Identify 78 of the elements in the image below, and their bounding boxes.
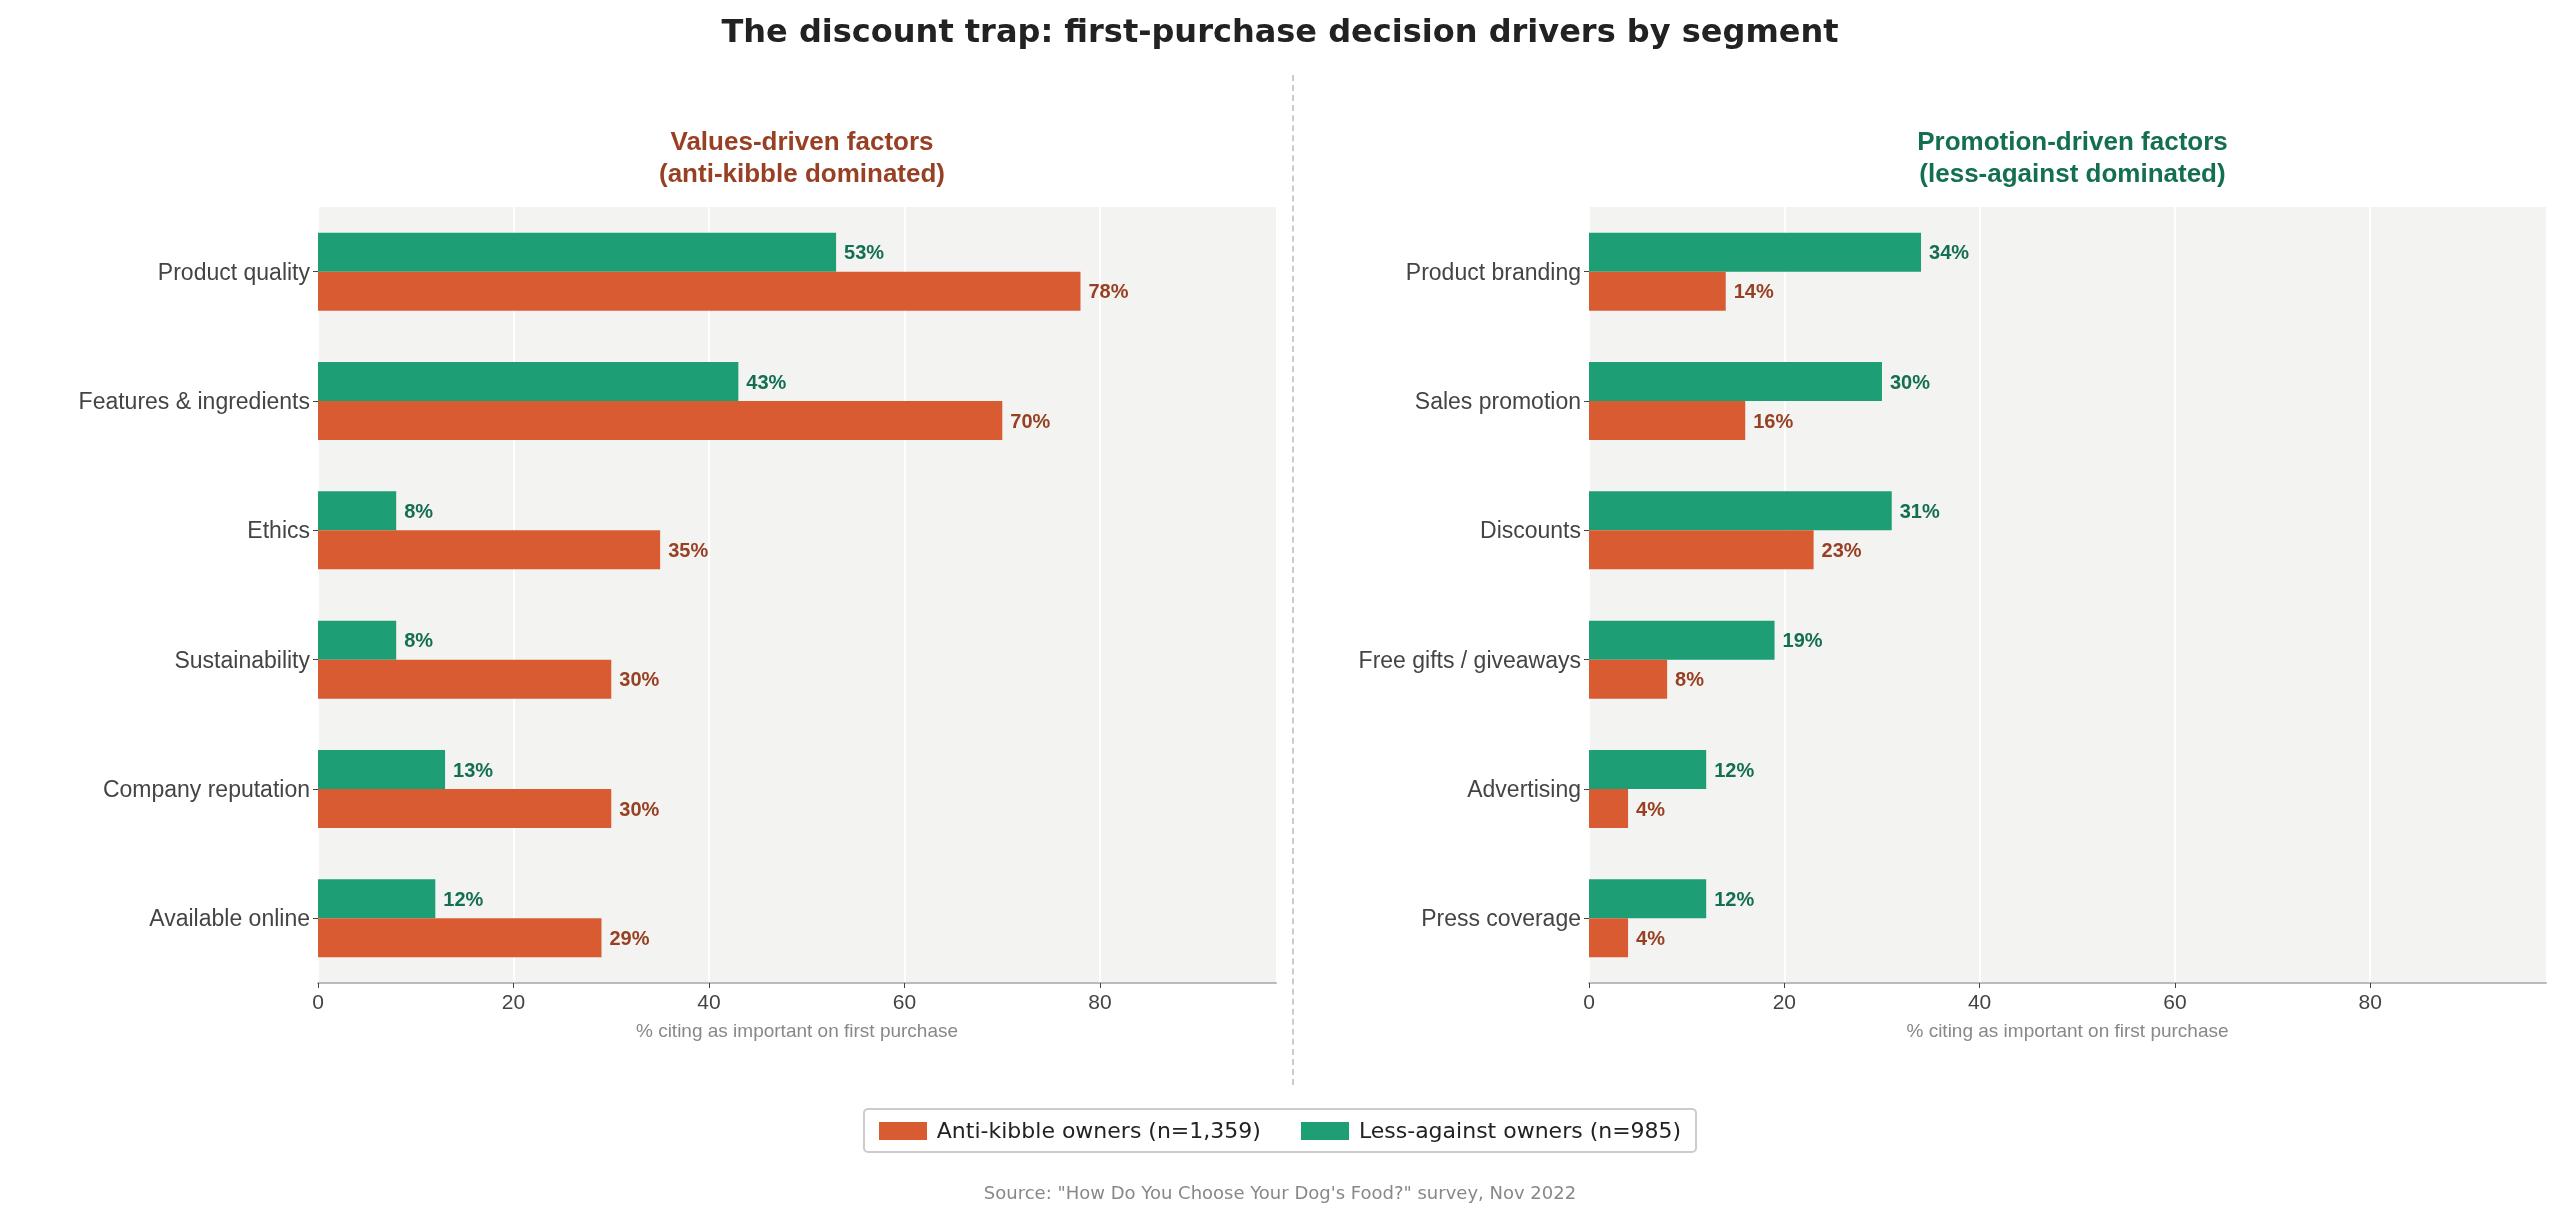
x-axis-title: % citing as important on first purchase bbox=[635, 1020, 959, 1041]
y-tick-label: Product quality bbox=[157, 258, 311, 285]
bar bbox=[1589, 620, 1775, 660]
x-tick-label: 60 bbox=[2163, 990, 2187, 1013]
bar bbox=[1589, 491, 1892, 531]
bar bbox=[318, 530, 661, 570]
bar bbox=[318, 401, 1003, 440]
data-label: 8% bbox=[404, 629, 434, 652]
bar bbox=[318, 271, 1081, 311]
y-tick-label: Sustainability bbox=[174, 646, 311, 673]
y-tick-label: Features & ingredients bbox=[78, 388, 310, 414]
bar bbox=[318, 491, 397, 531]
data-label: 23% bbox=[1821, 538, 1862, 561]
bar bbox=[318, 362, 739, 401]
x-tick-label: 20 bbox=[1772, 990, 1796, 1013]
legend-label: Less-against owners (n=985) bbox=[1358, 1118, 1682, 1143]
data-label: 13% bbox=[453, 758, 494, 781]
y-tick-label: Sales promotion bbox=[1414, 388, 1581, 414]
data-label: 43% bbox=[746, 370, 787, 393]
x-tick-label: 20 bbox=[501, 990, 526, 1013]
data-label: 34% bbox=[1929, 241, 1970, 264]
data-label: 29% bbox=[609, 926, 650, 949]
data-label: 4% bbox=[1636, 926, 1666, 949]
data-label: 16% bbox=[1753, 409, 1794, 432]
bar bbox=[318, 659, 612, 699]
bar bbox=[1589, 530, 1814, 570]
chart-title: The discount trap: first-purchase decision drivers by segment bbox=[720, 12, 1840, 50]
bar bbox=[1589, 401, 1746, 440]
bar bbox=[1589, 271, 1726, 311]
bar bbox=[318, 750, 446, 789]
y-tick-label: Advertising bbox=[1467, 776, 1581, 802]
data-label: 53% bbox=[844, 241, 885, 264]
x-tick-label: 0 bbox=[1583, 990, 1595, 1013]
data-label: 78% bbox=[1088, 280, 1129, 303]
y-tick-label: Press coverage bbox=[1421, 905, 1581, 932]
x-tick-label: 80 bbox=[2358, 990, 2382, 1013]
x-tick-label: 80 bbox=[1088, 990, 1112, 1013]
x-axis-title: % citing as important on first purchase bbox=[1906, 1020, 2229, 1041]
data-label: 12% bbox=[1714, 758, 1755, 781]
data-label: 12% bbox=[443, 887, 484, 910]
bar bbox=[1589, 879, 1707, 919]
bar bbox=[318, 789, 612, 828]
data-label: 70% bbox=[1010, 409, 1051, 432]
y-tick-label: Free gifts / giveaways bbox=[1358, 646, 1581, 673]
data-label: 8% bbox=[404, 499, 434, 522]
data-label: 12% bbox=[1714, 887, 1755, 910]
bar bbox=[318, 232, 837, 272]
data-label: 31% bbox=[1899, 499, 1940, 522]
y-tick-label: Discounts bbox=[1480, 517, 1581, 544]
bar bbox=[1589, 362, 1882, 401]
y-tick-label: Available online bbox=[149, 905, 310, 932]
data-label: 35% bbox=[668, 538, 709, 561]
x-tick-label: 40 bbox=[1967, 990, 1992, 1013]
data-label: 30% bbox=[619, 668, 660, 691]
data-label: 19% bbox=[1782, 629, 1823, 652]
data-label: 8% bbox=[1675, 668, 1705, 691]
x-tick-label: 60 bbox=[892, 990, 917, 1013]
chart-subtitle: Promotion-driven factors (less-against dominated) bbox=[1917, 126, 2228, 188]
bar bbox=[318, 918, 602, 958]
bar bbox=[1589, 232, 1922, 272]
bar bbox=[1589, 659, 1668, 699]
data-label: 30% bbox=[1889, 370, 1931, 393]
bar bbox=[318, 879, 436, 919]
y-tick-label: Product branding bbox=[1405, 258, 1581, 285]
bar bbox=[318, 620, 397, 660]
data-label: 30% bbox=[619, 797, 660, 820]
chart-subtitle: Values-driven factors (anti-kibble dominated) bbox=[659, 126, 945, 188]
data-label: 14% bbox=[1733, 280, 1774, 303]
bar bbox=[1589, 918, 1629, 958]
x-tick-label: 40 bbox=[697, 990, 721, 1013]
legend-label: Anti-kibble owners (n=1,359) bbox=[936, 1118, 1261, 1143]
y-tick-label: Ethics bbox=[247, 517, 310, 544]
bar bbox=[1589, 750, 1707, 789]
x-tick-label: 0 bbox=[312, 990, 324, 1013]
data-label: 4% bbox=[1636, 797, 1666, 820]
y-tick-label: Company reputation bbox=[102, 776, 310, 802]
source-note: Source: "How Do You Choose Your Dog's Food?" survey, Nov 2022 bbox=[982, 1182, 1578, 1203]
bar bbox=[1589, 789, 1629, 828]
